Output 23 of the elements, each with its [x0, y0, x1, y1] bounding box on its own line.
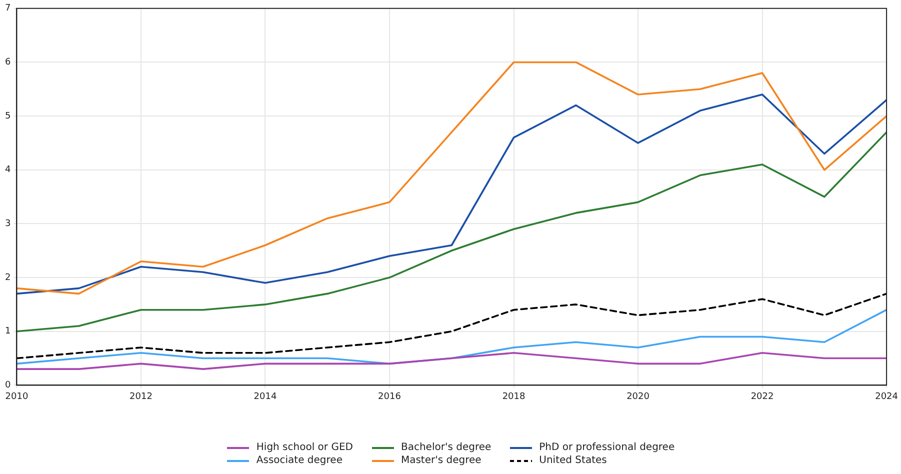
x-tick-label: 2016 [378, 392, 402, 402]
legend-label: Master's degree [400, 455, 482, 466]
legend-label: PhD or professional degree [539, 442, 675, 453]
y-tick-label: 0 [4, 380, 11, 391]
legend-label: United States [539, 455, 607, 466]
x-tick-label: 2022 [750, 392, 774, 402]
x-tick-label: 2014 [254, 392, 277, 402]
legend-label: Associate degree [256, 455, 342, 466]
y-tick-label: 3 [4, 219, 11, 230]
y-tick-label: 2 [4, 272, 11, 283]
y-tick-label: 5 [4, 111, 11, 122]
legend-label: High school or GED [256, 442, 353, 453]
x-tick-label: 2018 [502, 392, 526, 402]
y-tick-label: 4 [4, 165, 11, 176]
y-tick-label: 6 [4, 58, 11, 68]
x-tick-label: 2010 [5, 392, 28, 402]
line-series [16, 292, 887, 360]
y-tick-label: 1 [4, 326, 11, 337]
y-tick-label: 7 [4, 4, 11, 14]
legend-label: Bachelor's degree [400, 442, 492, 453]
x-tick-label: 2020 [626, 392, 650, 402]
x-tick-label: 2012 [130, 392, 152, 402]
x-tick-label: 2024 [875, 392, 898, 402]
